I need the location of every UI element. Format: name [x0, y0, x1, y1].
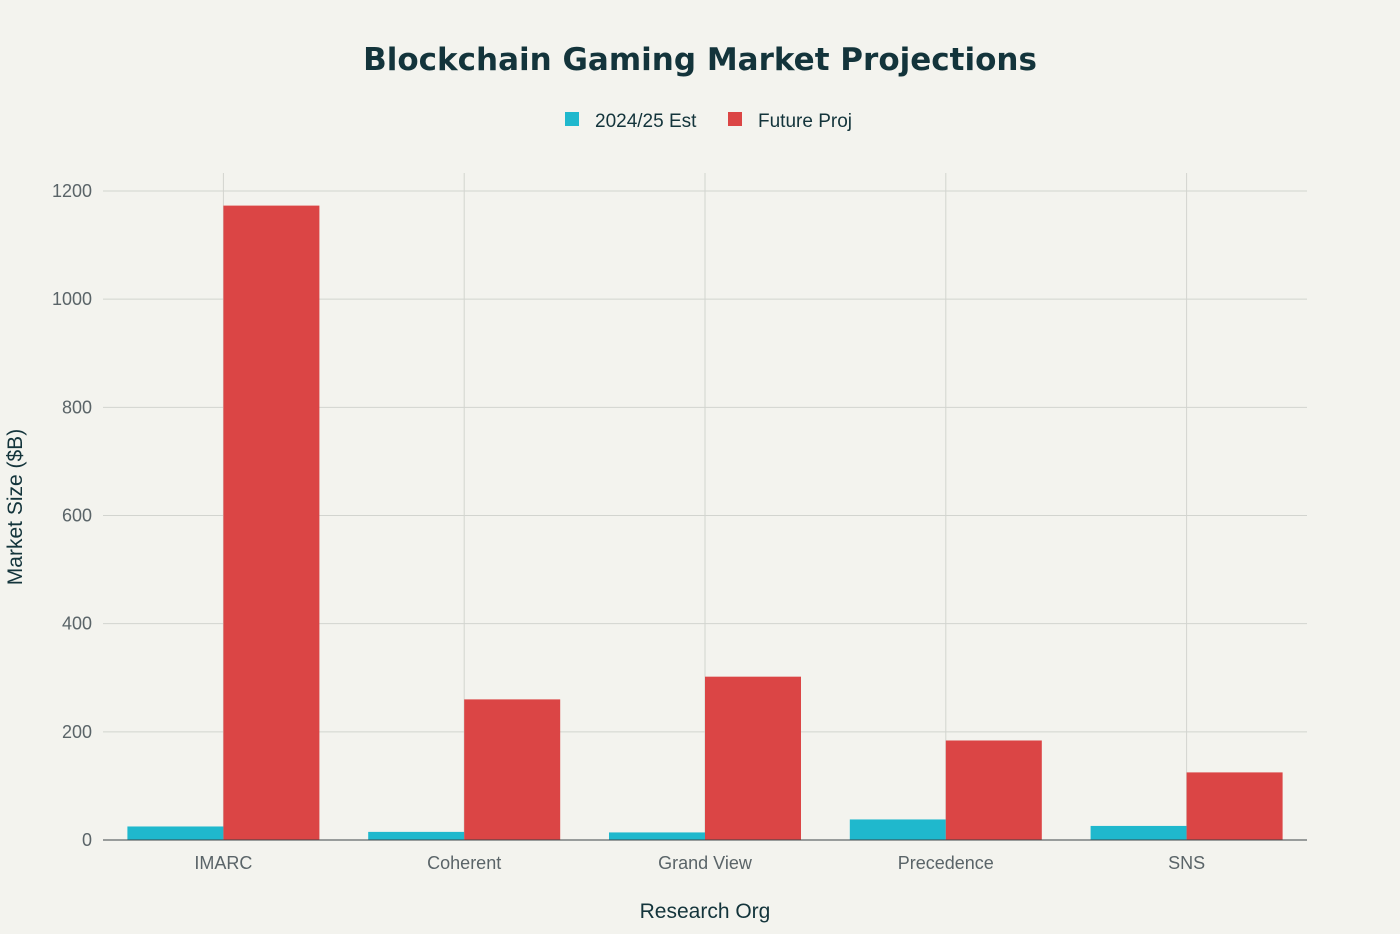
bar-future-proj-coherent: [464, 699, 561, 840]
chart-title: Blockchain Gaming Market Projections: [363, 42, 1037, 78]
y-axis-title: Market Size ($B): [4, 429, 27, 585]
x-tick-label-precedence: Precedence: [898, 853, 994, 873]
y-tick-label-0: 0: [82, 830, 92, 850]
bar-2024-25-est-grand-view: [609, 832, 705, 840]
bar-2024-25-est-coherent: [368, 831, 465, 840]
bar-future-proj-sns: [1186, 772, 1283, 840]
y-tick-label-1000: 1000: [52, 289, 92, 309]
legend-label-future-proj: Future Proj: [758, 111, 852, 132]
bar-future-proj-grand-view: [705, 676, 801, 840]
bar-future-proj-imarc: [223, 205, 320, 841]
bar-2024-25-est-imarc: [127, 826, 224, 840]
y-tick-label-400: 400: [62, 614, 92, 634]
x-tick-label-imarc: IMARC: [194, 853, 252, 873]
legend-swatch-2024-25-est: [565, 112, 579, 126]
legend-swatch-future-proj: [728, 112, 742, 126]
bar-2024-25-est-sns: [1090, 825, 1187, 840]
bar-2024-25-est-precedence: [849, 819, 946, 840]
y-tick-label-800: 800: [62, 397, 92, 417]
axes: 0 200 400 600 800 1000 1200 IMARC Coherent Grand …: [52, 181, 1307, 873]
legend-label-2024-25-est: 2024/25 Est: [595, 111, 697, 132]
x-tick-label-coherent: Coherent: [427, 853, 501, 873]
x-axis-title: Research Org: [640, 900, 771, 923]
x-tick-label-grand-view: Grand View: [658, 853, 753, 873]
y-tick-label-1200: 1200: [52, 181, 92, 201]
x-tick-label-sns: SNS: [1168, 853, 1205, 873]
legend: 2024/25 Est Future Proj: [565, 111, 852, 132]
y-tick-label-200: 200: [62, 722, 92, 742]
bar-future-proj-precedence: [945, 740, 1042, 840]
bars: [127, 205, 1283, 841]
y-tick-label-600: 600: [62, 506, 92, 526]
